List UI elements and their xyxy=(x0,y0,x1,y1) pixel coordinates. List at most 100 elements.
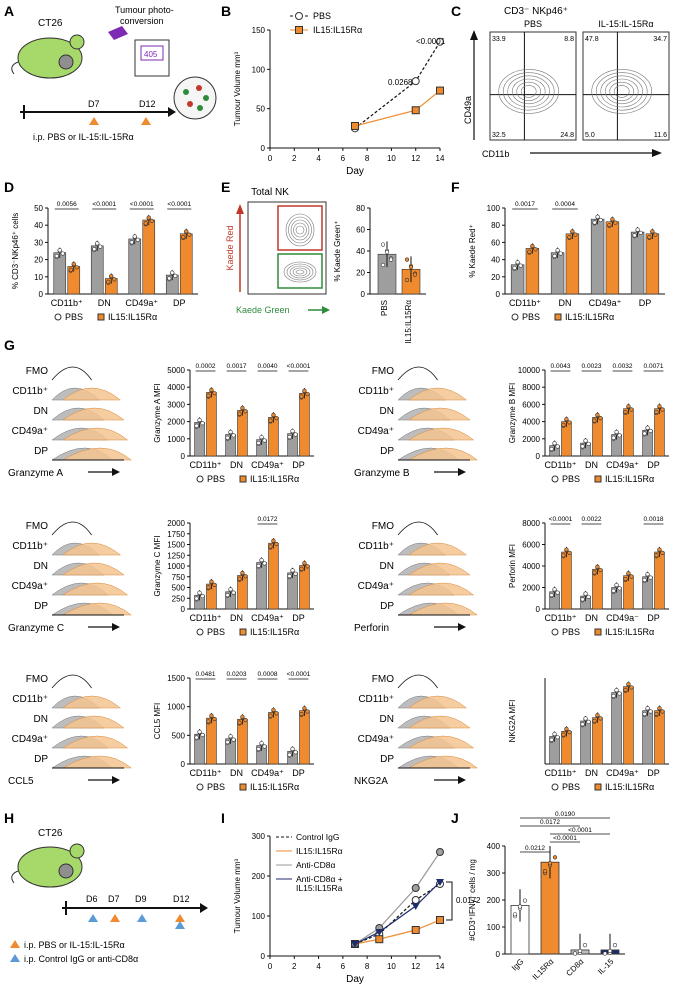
chart-g-legend-il15: IL15:IL15Rα xyxy=(250,782,299,792)
chart-g-dot xyxy=(302,388,307,393)
chart-f-pbs-bar xyxy=(590,218,605,295)
chart-g-ytick-label: 500 xyxy=(172,731,186,740)
chart-g-xtick-label: CD49a⁺ xyxy=(251,613,284,623)
chart-g-dot xyxy=(259,435,264,440)
facs-c-quadrant: 8.8 xyxy=(564,36,574,43)
chart-g-legend-il15: IL15:IL15Rα xyxy=(250,627,299,637)
chart-g-dot xyxy=(645,572,650,577)
chart-i-point xyxy=(411,926,420,934)
histogram-row-label: CD11b⁺ xyxy=(358,386,394,397)
chart-g-xtick-label: DP xyxy=(292,613,305,623)
chart-g-pbs-bar xyxy=(580,720,591,765)
chart-g-dot xyxy=(592,718,597,723)
chart-j-ytick-label: 200 xyxy=(487,896,501,905)
chart-g-il15-bar xyxy=(623,686,634,765)
chart-g-xtick-label: DN xyxy=(585,768,598,778)
chart-g-dot xyxy=(648,428,653,434)
chart-g-il15-bar xyxy=(623,408,634,457)
histogram-row-label: CD11b⁺ xyxy=(12,694,48,705)
chart-b-ylabel: Tumour Volume mm³ xyxy=(233,51,242,126)
chart-g-xtick-label: DP xyxy=(292,460,305,470)
chart-d-dot xyxy=(170,270,175,275)
chart-f-il15-bar xyxy=(605,221,620,295)
chart-g-dot xyxy=(197,590,202,595)
chart-g-dot xyxy=(626,682,631,687)
chart-i-legend-label: IL15:IL15Rα xyxy=(296,846,343,856)
h-day-2: D9 xyxy=(135,894,147,904)
chart-b-point xyxy=(351,121,359,130)
chart-g-ytick-label: 2000 xyxy=(522,435,540,444)
histogram-row-label: FMO xyxy=(26,521,48,532)
chart-d-legend-pbs: PBS xyxy=(65,312,83,322)
chart-i-series-line xyxy=(354,919,441,945)
chart-g-dot xyxy=(231,433,236,438)
chart-d-ytick-label: 0 xyxy=(39,290,44,299)
chart-g-legend-il15-swatch xyxy=(239,783,247,791)
chart-g-legend-pbs-swatch xyxy=(551,783,559,791)
histogram-il15 xyxy=(408,387,468,401)
facs-e-contour xyxy=(283,261,317,283)
histogram-row-label: CD49a⁺ xyxy=(12,426,48,437)
chart-d-ytick-label: 40 xyxy=(34,221,43,230)
chart-g-dot xyxy=(206,393,211,398)
chart-j-xtick-label: CD8α xyxy=(564,957,585,978)
chart-g-xtick-label: DP xyxy=(647,460,660,470)
chart-g-dot xyxy=(299,711,304,717)
chart-g-pvalue: <0.0001 xyxy=(287,363,311,370)
chart-d-dot xyxy=(60,251,65,256)
panel-label-f: F xyxy=(451,179,460,195)
histogram-row-label: DP xyxy=(380,754,394,765)
histogram-row-label: FMO xyxy=(372,674,394,685)
facs-c-yaxis: CD49a xyxy=(463,96,473,124)
chart-g-legend-pbs-swatch xyxy=(551,628,559,636)
chart-j-dot xyxy=(602,951,608,956)
histogram-il15 xyxy=(407,602,478,616)
facs-title: CD3⁻ NKp46⁺ xyxy=(504,6,568,17)
h-day-1: D7 xyxy=(108,894,120,904)
chart-g-ytick-label: 3000 xyxy=(167,400,185,409)
chart-i-ytick-label: 100 xyxy=(252,912,266,921)
chart-g-dot xyxy=(555,735,560,740)
histogram-il15 xyxy=(408,542,468,556)
chart-g-ytick-label: 1750 xyxy=(167,530,185,539)
histogram-marker-label: Granzyme A xyxy=(8,468,63,479)
chart-g-dot xyxy=(555,444,560,449)
chart-g-xtick-label: DP xyxy=(292,768,305,778)
histogram-marker-label: Granzyme B xyxy=(354,468,410,479)
chart-g-dot xyxy=(660,709,665,714)
chart-g-dot xyxy=(290,746,295,752)
chart-g-ylabel: Granzyme B MFI xyxy=(508,383,517,443)
chart-g-legend-pbs-swatch xyxy=(551,475,559,483)
chart-g-pbs-bar xyxy=(642,710,653,765)
chart-f-il15-bar xyxy=(645,233,660,295)
chart-e-dot xyxy=(380,262,386,268)
chart-g-dot xyxy=(212,716,217,722)
chart-g-dot xyxy=(645,706,650,711)
chart-g-pvalue: 0.0172 xyxy=(258,516,278,523)
chart-g-dot xyxy=(626,571,631,576)
chart-f-dot xyxy=(512,265,517,271)
chart-f-xtick-label: CD49a⁺ xyxy=(589,298,622,308)
chart-g-ytick-label: 0 xyxy=(181,760,186,769)
chart-g-il15-bar xyxy=(299,392,310,457)
facs-c-contour xyxy=(600,75,644,108)
chart-g-dot xyxy=(642,711,647,717)
chart-b-legend-marker xyxy=(295,12,303,20)
chart-g-ytick-label: 0 xyxy=(181,452,186,461)
histogram-il15 xyxy=(408,562,471,576)
panel-d: 0 10 20 30 40 50 % CD3⁻NKp46⁺ cells CD11b⁺ 0.005… xyxy=(11,201,198,322)
chart-g-ytick-label: 0 xyxy=(536,605,541,614)
chart-g-dot xyxy=(228,429,233,435)
chart-g-dot xyxy=(228,587,233,592)
chart-g-dot xyxy=(299,394,304,399)
chart-j-pvalue: 0.0190 xyxy=(555,811,575,818)
chart-d-legend-pbs-swatch xyxy=(54,313,62,321)
chart-f-dot xyxy=(567,235,572,240)
chart-g-dot xyxy=(564,547,569,552)
chart-g-ytick-label: 5000 xyxy=(167,366,185,375)
chart-j-dot xyxy=(512,912,518,917)
chart-f-dot xyxy=(632,233,637,238)
chart-f-dot xyxy=(518,263,523,268)
chart-g-il15-bar xyxy=(299,565,310,610)
